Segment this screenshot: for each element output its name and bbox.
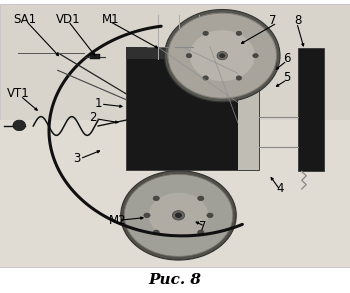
Text: 7: 7 [199,220,207,233]
Bar [0,120,350,267]
Ellipse shape [198,230,204,235]
Ellipse shape [203,31,209,35]
Ellipse shape [236,31,241,35]
Text: Рис. 8: Рис. 8 [148,273,202,287]
Text: 1: 1 [94,97,102,110]
Text: VD1: VD1 [56,13,80,25]
Ellipse shape [203,31,209,35]
Ellipse shape [168,13,276,98]
Text: 3: 3 [74,152,81,165]
Text: 2: 2 [89,111,97,124]
Ellipse shape [172,211,185,220]
Ellipse shape [236,76,241,80]
Text: 7: 7 [270,14,277,27]
Bar [298,48,324,171]
Text: VT1: VT1 [7,87,30,100]
Ellipse shape [190,30,255,81]
Text: 4: 4 [276,183,284,195]
Ellipse shape [219,53,225,58]
Ellipse shape [203,76,208,80]
Ellipse shape [217,52,228,60]
Ellipse shape [149,193,208,238]
Ellipse shape [203,76,208,80]
Ellipse shape [153,196,159,201]
Ellipse shape [175,213,182,218]
Ellipse shape [186,53,192,58]
Bar [168,51,276,67]
Ellipse shape [144,213,150,218]
Bar [0,4,350,267]
Ellipse shape [190,30,255,81]
Text: 8: 8 [294,14,301,27]
Text: SA1: SA1 [13,13,36,25]
Text: M2: M2 [108,214,126,227]
Bar [126,47,259,170]
Ellipse shape [253,53,258,58]
Bar [126,47,259,59]
Ellipse shape [198,196,204,201]
Ellipse shape [219,53,225,58]
Text: 5: 5 [284,71,291,84]
Bar [90,54,100,59]
Ellipse shape [164,9,280,102]
Ellipse shape [236,76,241,80]
Text: M1: M1 [102,13,119,25]
Ellipse shape [168,13,276,98]
Ellipse shape [186,53,192,58]
Ellipse shape [253,53,258,58]
Ellipse shape [121,171,236,260]
Ellipse shape [236,31,241,35]
Ellipse shape [207,213,213,218]
Ellipse shape [217,52,228,60]
Ellipse shape [153,230,159,235]
Text: 6: 6 [284,52,291,65]
Ellipse shape [124,174,233,256]
Bar [238,47,259,170]
Circle shape [13,120,26,131]
